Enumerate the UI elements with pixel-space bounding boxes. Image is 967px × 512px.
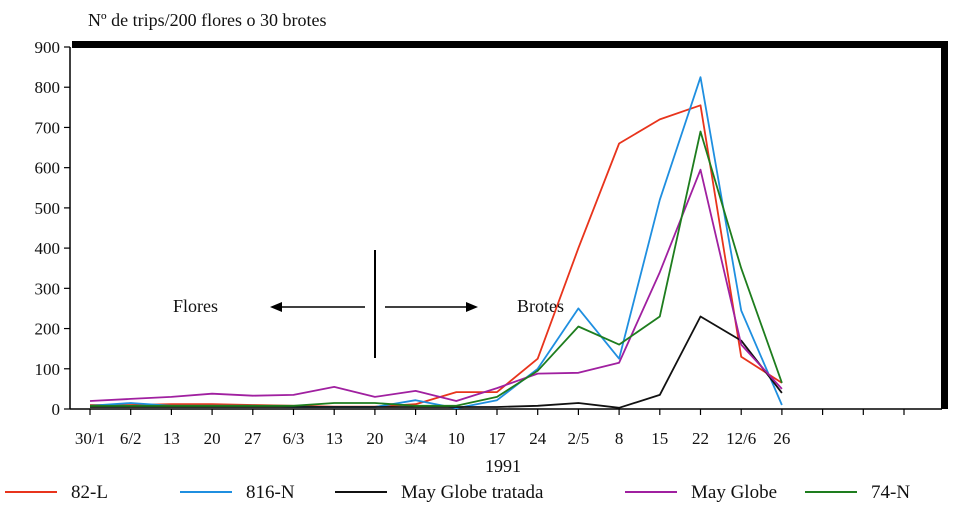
legend-label: May Globe tratada [401, 482, 544, 503]
y-tick-label: 500 [35, 199, 61, 218]
x-tick-label: 8 [615, 429, 624, 448]
x-tick-label: 30/1 [75, 429, 105, 448]
y-tick-label: 800 [35, 78, 61, 97]
frame-right-shadow [941, 41, 948, 409]
legend: 82-L 816-N May Globe tratada May Globe 74-N [5, 482, 910, 503]
x-tick-label: 27 [244, 429, 262, 448]
arrow-left-head [270, 302, 282, 312]
flores-label: Flores [173, 296, 218, 316]
legend-label: 74-N [871, 482, 910, 503]
x-tick-label: 6/3 [283, 429, 305, 448]
x-tick-label: 26 [773, 429, 790, 448]
y-tick-label: 200 [35, 320, 61, 339]
y-axis-label: Nº de trips/200 flores o 30 brotes [88, 10, 327, 30]
y-ticks: 0 100 200 300 400 500 600 700 800 900 [35, 38, 70, 419]
series-line-82-l [90, 104, 783, 408]
series-line-may-globe [89, 168, 783, 402]
series-line-74-n [90, 130, 783, 407]
y-tick-label: 300 [35, 279, 61, 298]
x-tick-label: 6/2 [120, 429, 142, 448]
y-tick-label: 700 [35, 118, 61, 137]
series-line-may-globe-tratada [90, 315, 783, 409]
x-ticks: 30/1 6/2 13 20 27 6/3 13 20 3/4 10 17 24 2/5 8 15 22 12/… [75, 409, 905, 448]
x-tick-label: 3/4 [405, 429, 427, 448]
brotes-label: Brotes [517, 296, 564, 316]
y-tick-label: 400 [35, 239, 61, 258]
x-tick-label: 20 [204, 429, 221, 448]
arrow-right-head [466, 302, 478, 312]
x-tick-label: 22 [692, 429, 709, 448]
y-tick-label: 0 [52, 400, 61, 419]
legend-label: 82-L [71, 482, 108, 503]
legend-label: May Globe [691, 482, 777, 503]
y-tick-label: 900 [35, 38, 61, 57]
x-tick-label: 20 [366, 429, 383, 448]
x-tick-label: 13 [163, 429, 180, 448]
x-tick-label: 13 [326, 429, 343, 448]
x-tick-label: 10 [448, 429, 465, 448]
y-tick-label: 600 [35, 159, 61, 178]
x-tick-label: 15 [651, 429, 668, 448]
series-lines [89, 76, 783, 410]
x-tick-label: 2/5 [568, 429, 590, 448]
x-tick-label: 24 [529, 429, 547, 448]
frame-top-shadow [72, 41, 948, 48]
legend-label: 816-N [246, 482, 295, 503]
phase-annotation: Flores Brotes [173, 250, 564, 358]
x-axis-label: 1991 [485, 456, 521, 476]
x-tick-label: 12/6 [726, 429, 756, 448]
y-tick-label: 100 [35, 360, 61, 379]
x-tick-label: 17 [489, 429, 507, 448]
